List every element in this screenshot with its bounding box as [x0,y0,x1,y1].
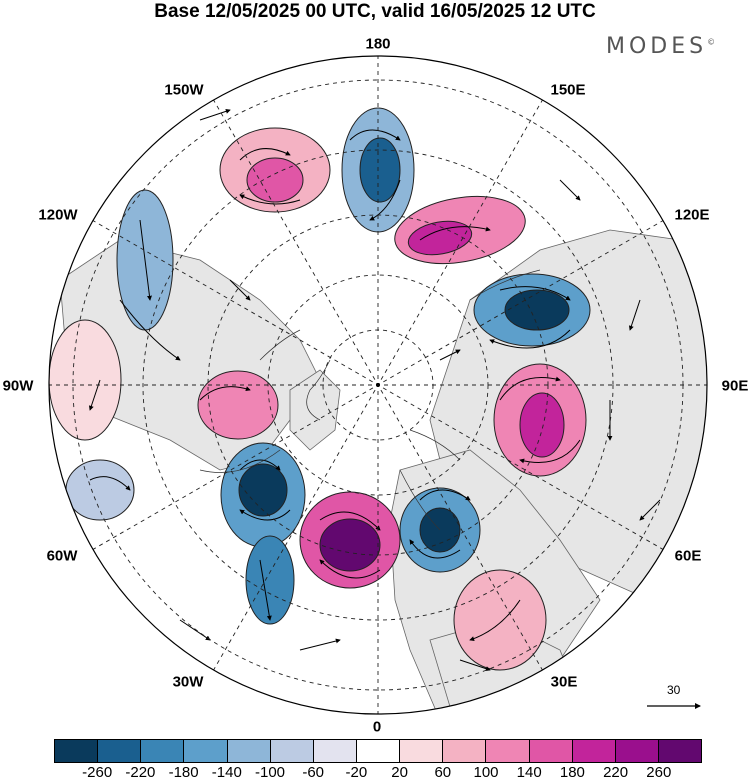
colorbar-tick-label: -60 [302,764,325,781]
colorbar-swatch [615,740,659,762]
neg-anomaly-mid-atlantic [245,535,295,625]
colorbar-swatch [98,740,142,762]
colorbar-swatch [529,740,573,762]
colorbar-tick-label: -220 [125,764,156,781]
map-boundary [48,55,708,715]
brand-mark: © [707,37,716,47]
lon-label-60w: 60W [46,547,78,565]
brand-name: MODES [606,34,708,59]
colorbar-swatch [55,740,99,762]
vector-scale-label: 30 [667,683,681,697]
colorbar-swatch [486,740,530,762]
colorbar-swatch [184,740,228,762]
neg-anomaly-north-atlantic-core [238,463,288,517]
brand-logo: MODES© [606,34,715,59]
colorbar-tick-label: -260 [82,764,113,781]
landmass-greenland [289,369,341,451]
colorbar-tick-label: 140 [516,764,542,781]
neg-anomaly-north-pacific-core [359,137,401,203]
chart-title: Base 12/05/2025 00 UTC, valid 16/05/2025… [154,1,596,22]
lon-label-150w: 150W [164,81,204,99]
colorbar-tick-label: 100 [473,764,499,781]
colorbar-swatch [270,740,314,762]
colorbar-swatch [443,740,487,762]
colorbar-tick-label: 180 [559,764,585,781]
colorbar-tick-label: 20 [391,764,408,781]
colorbar-swatch [356,740,401,762]
pos-anomaly-gulf-alaska-core [246,157,304,203]
colorbar [54,739,702,763]
pos-anomaly-greenland [197,370,279,440]
colorbar-swatch [227,740,271,762]
colorbar-tick-label: -20 [345,764,368,781]
lon-label-0: 0 [372,718,382,736]
colorbar-tick-label: 260 [646,764,672,781]
wind-vectors [88,108,661,672]
pos-anomaly-east-siberia-core [407,220,473,256]
lon-label-30e: 30E [550,673,578,691]
colorbar-tick-label: -100 [254,764,286,781]
lon-label-180: 180 [365,35,391,53]
colorbar-tick-label: 60 [434,764,452,781]
pos-anomaly-western-us [49,319,122,441]
lon-label-150e: 150E [550,81,586,99]
colorbar-swatch [572,740,616,762]
pos-anomaly-central-europe [453,569,547,671]
coastlines [199,269,541,531]
colorbar-swatch [313,740,357,762]
neg-anomaly-siberia-core [504,289,570,331]
colorbar-swatch [658,740,702,762]
lon-label-90w: 90W [2,377,34,395]
lon-label-120e: 120E [674,206,710,224]
lon-label-30w: 30W [172,673,204,691]
colorbar-tick-label: -140 [211,764,242,781]
colorbar-swatch [141,740,185,762]
polar-point [376,383,380,387]
pos-anomaly-europe-core [319,518,381,572]
pos-anomaly-central-asia-core [519,392,565,458]
colorbar-tick-label: -180 [168,764,199,781]
lon-label-60e: 60E [674,547,702,565]
lon-label-90e: 90E [721,377,749,395]
lon-label-120w: 120W [38,206,78,224]
colorbar-swatch [400,740,444,762]
colorbar-tick-label: 220 [603,764,629,781]
anomaly-field [49,107,591,671]
